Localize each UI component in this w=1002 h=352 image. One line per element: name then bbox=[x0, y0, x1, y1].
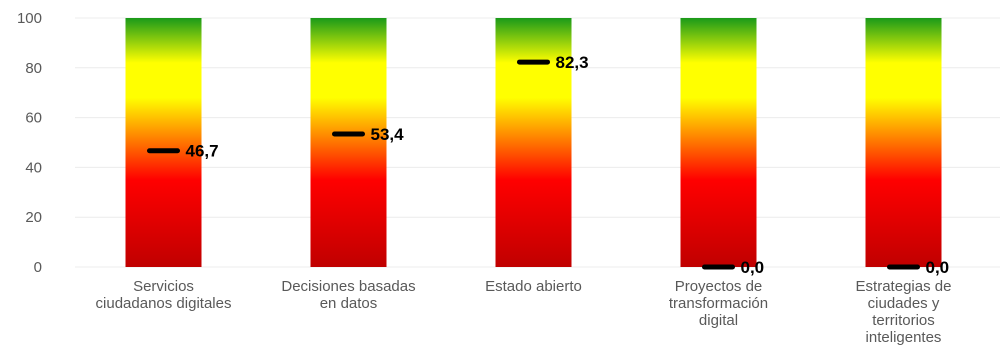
y-tick-label: 40 bbox=[25, 159, 42, 176]
gradient-bar bbox=[310, 18, 387, 267]
data-label: 0,0 bbox=[741, 258, 765, 277]
x-tick-label: Decisiones basadas en datos bbox=[281, 278, 415, 312]
bars bbox=[125, 18, 942, 267]
data-label: 82,3 bbox=[556, 53, 589, 72]
data-label: 46,7 bbox=[186, 142, 219, 161]
value-markers: 46,7 53,4 82,3 0,0 0,0 bbox=[147, 53, 950, 277]
y-tick-label: 80 bbox=[25, 60, 42, 77]
y-tick-label: 60 bbox=[25, 110, 42, 127]
y-tick-label: 20 bbox=[25, 209, 42, 226]
x-tick-label: Servicios ciudadanos digitales bbox=[96, 278, 232, 312]
data-label: 53,4 bbox=[371, 125, 405, 144]
gradient-bar bbox=[125, 18, 202, 267]
x-tick-label: Estrategias de ciudades y territorios intel… bbox=[856, 278, 952, 346]
y-axis: 0 20 40 60 80 100 bbox=[17, 10, 42, 276]
x-axis: Servicios ciudadanos digitales Decisiones … bbox=[96, 278, 952, 346]
y-tick-label: 0 bbox=[34, 259, 42, 276]
gradient-bar bbox=[680, 18, 757, 267]
data-label: 0,0 bbox=[926, 258, 950, 277]
y-tick-label: 100 bbox=[17, 10, 42, 27]
gradient-bar bbox=[865, 18, 942, 267]
x-tick-label: Proyectos de transformación digital bbox=[669, 278, 768, 329]
x-tick-label: Estado abierto bbox=[485, 278, 582, 295]
gradient-bar bbox=[495, 18, 572, 267]
